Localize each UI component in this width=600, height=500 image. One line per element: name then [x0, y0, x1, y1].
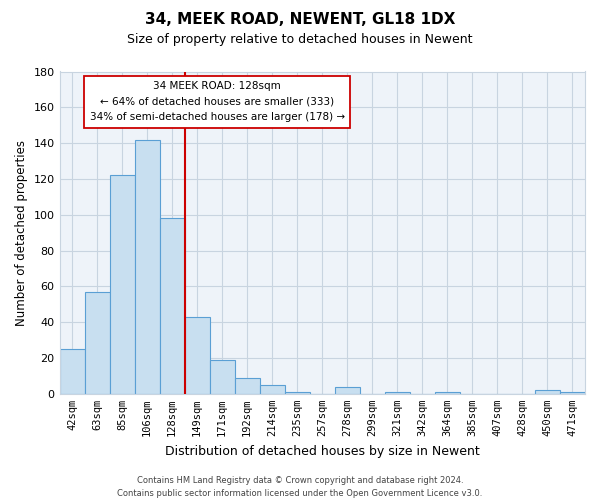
Bar — [235, 378, 260, 394]
Bar — [134, 140, 160, 394]
Bar — [385, 392, 410, 394]
Bar — [185, 317, 209, 394]
Bar — [110, 176, 134, 394]
Bar — [560, 392, 585, 394]
Bar — [335, 386, 360, 394]
X-axis label: Distribution of detached houses by size in Newent: Distribution of detached houses by size … — [165, 444, 479, 458]
Bar — [435, 392, 460, 394]
Bar — [535, 390, 560, 394]
Bar — [85, 292, 110, 394]
Text: 34, MEEK ROAD, NEWENT, GL18 1DX: 34, MEEK ROAD, NEWENT, GL18 1DX — [145, 12, 455, 28]
Text: 34 MEEK ROAD: 128sqm
← 64% of detached houses are smaller (333)
34% of semi-deta: 34 MEEK ROAD: 128sqm ← 64% of detached h… — [89, 81, 345, 122]
Y-axis label: Number of detached properties: Number of detached properties — [15, 140, 28, 326]
Bar — [209, 360, 235, 394]
Text: Contains HM Land Registry data © Crown copyright and database right 2024.
Contai: Contains HM Land Registry data © Crown c… — [118, 476, 482, 498]
Text: Size of property relative to detached houses in Newent: Size of property relative to detached ho… — [127, 32, 473, 46]
Bar — [59, 349, 85, 394]
Bar — [285, 392, 310, 394]
Bar — [260, 385, 285, 394]
Bar — [160, 218, 185, 394]
